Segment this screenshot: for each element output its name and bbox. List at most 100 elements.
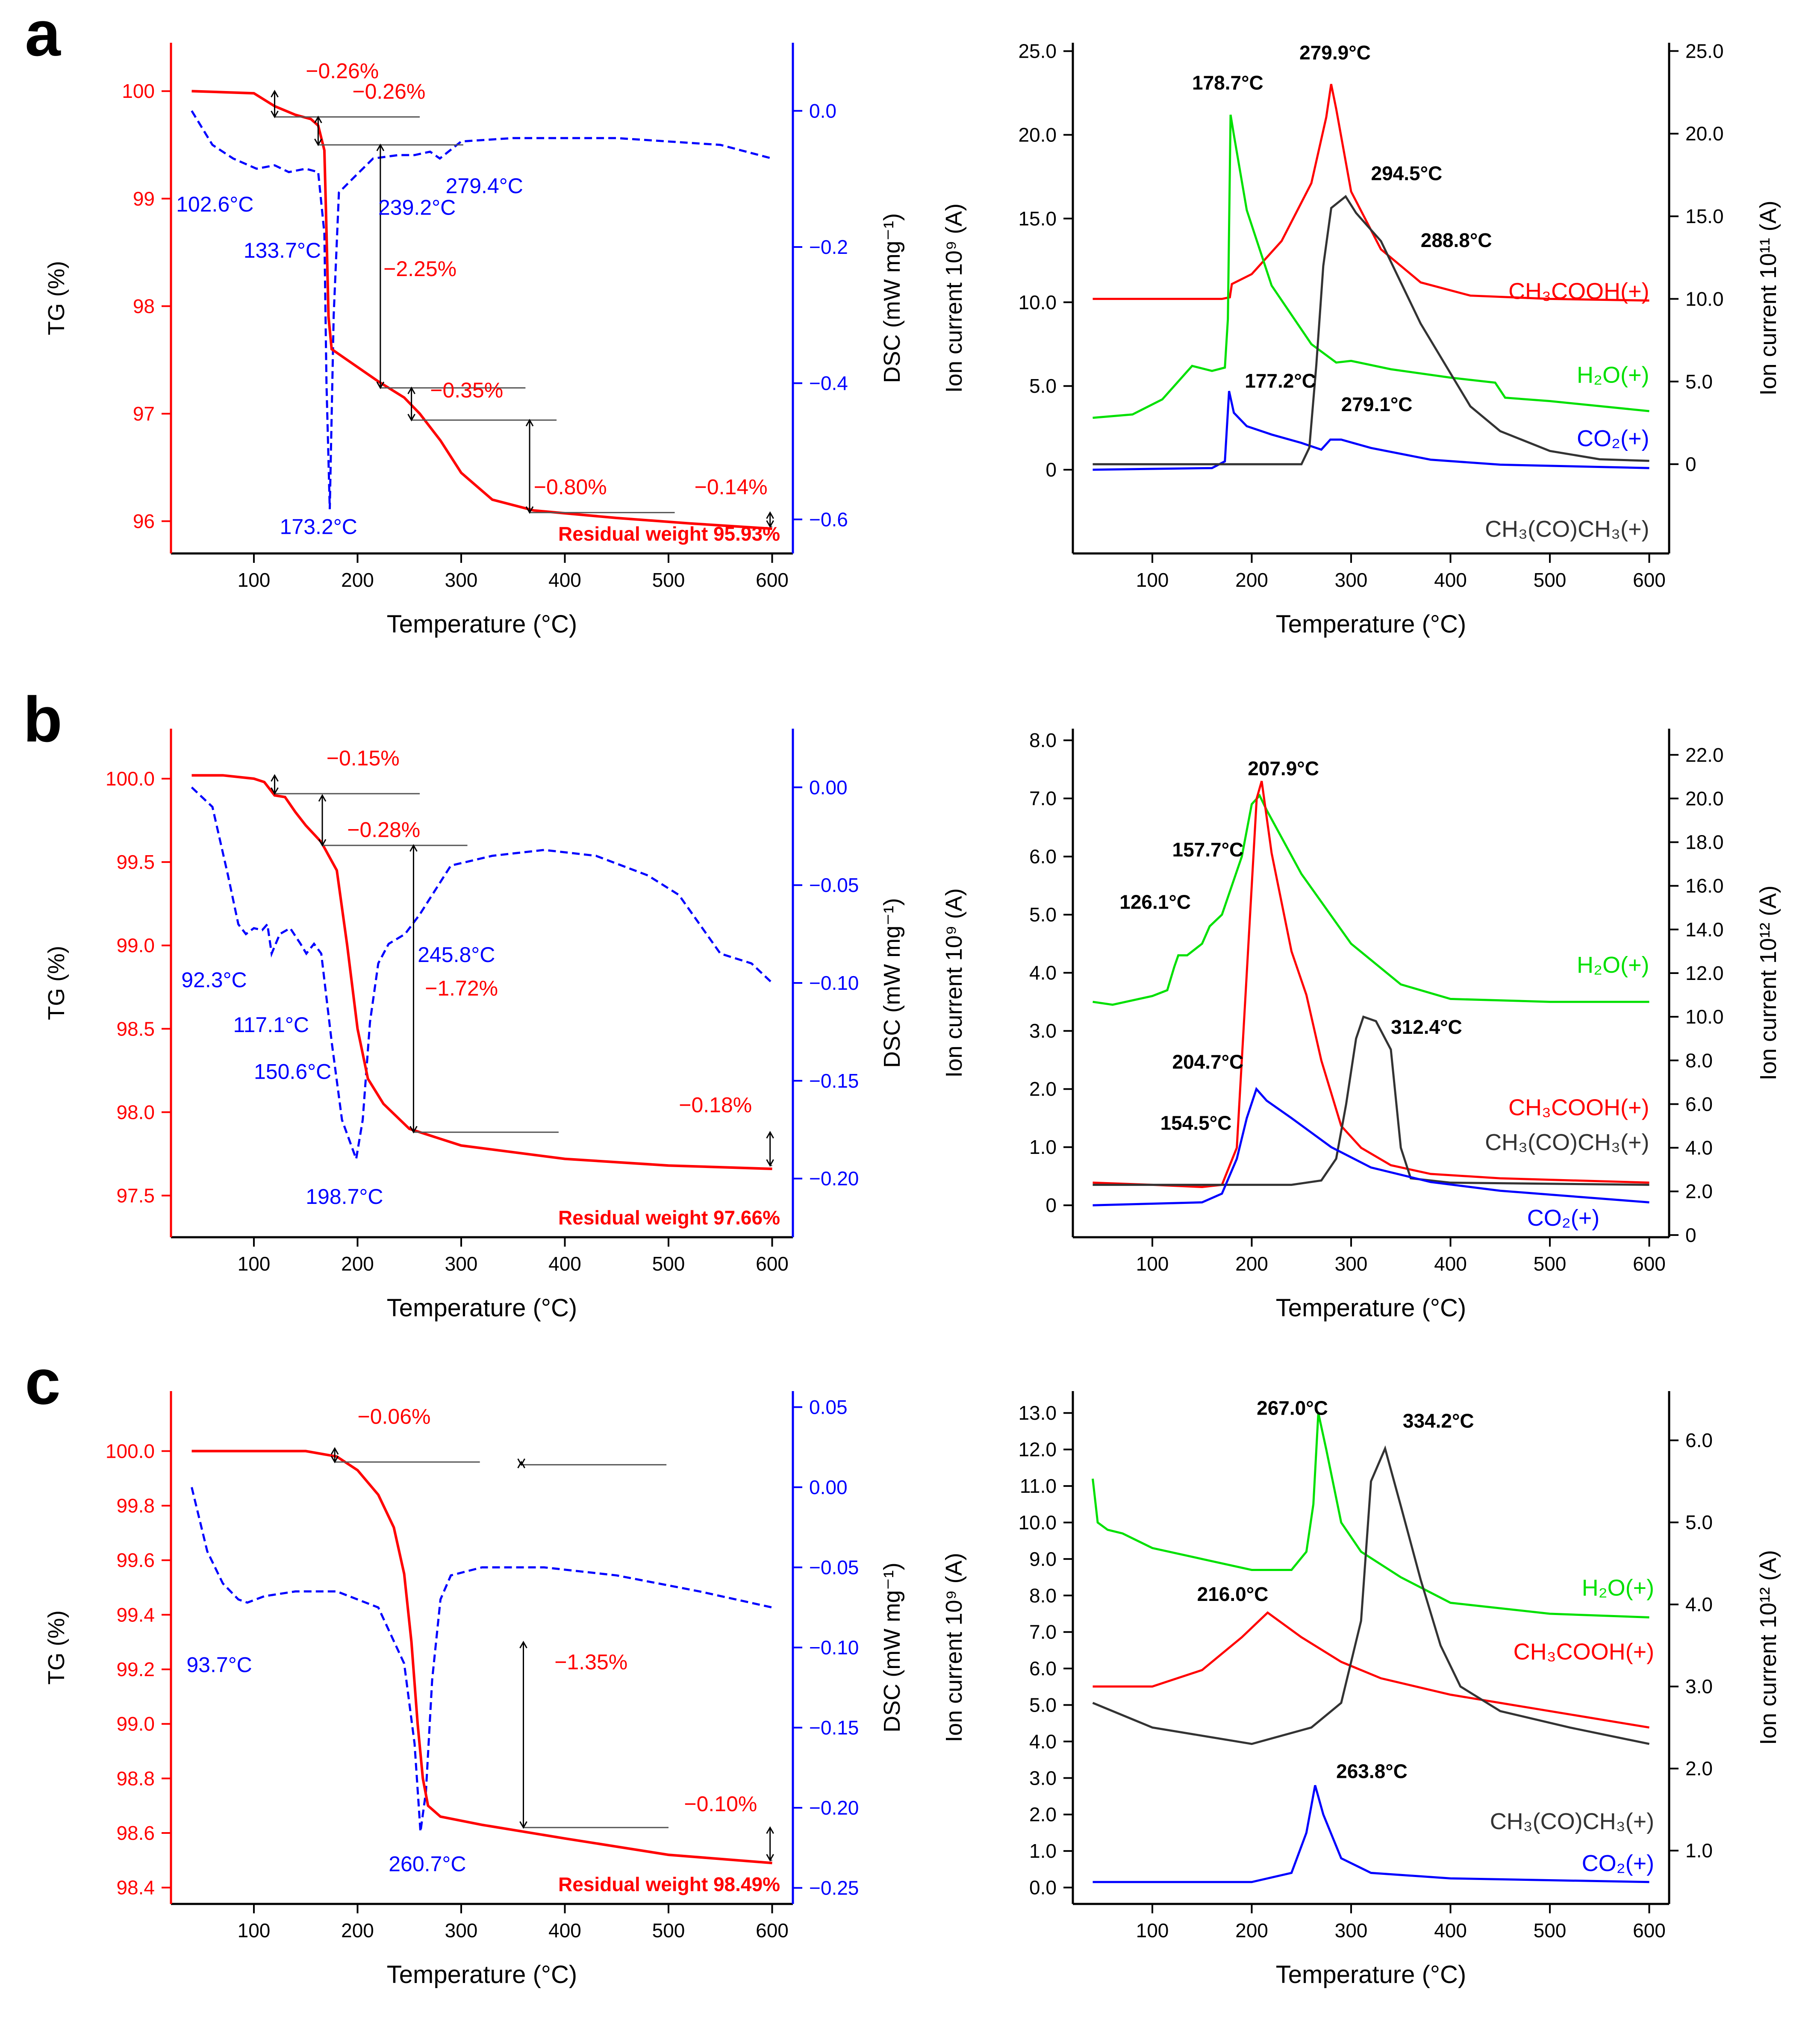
ms-peak-label: 177.2°C — [1245, 370, 1316, 392]
y-right-axis-label: DSC (mW mg⁻¹) — [879, 898, 905, 1068]
y-left-tick-label: 100.0 — [106, 768, 155, 790]
y-left-tick-label: 6.0 — [1029, 845, 1057, 868]
tg-annotation: −2.25% — [383, 257, 456, 281]
ms-series-label: CH₃(CO)CH₃(+) — [1490, 1809, 1654, 1834]
y-left-tick-label: 0.0 — [1029, 1877, 1057, 1899]
x-axis-label: Temperature (°C) — [1276, 1294, 1466, 1322]
ms-series-h2o — [1093, 793, 1649, 1006]
y-right-tick-label: −0.05 — [809, 874, 859, 896]
y-right-tick-label: 0.05 — [809, 1396, 848, 1418]
y-right-tick-label: 16.0 — [1685, 875, 1724, 897]
x-tick-label: 400 — [1434, 1919, 1467, 1942]
y-left-tick-label: 1.0 — [1029, 1136, 1057, 1158]
y-right-tick-label: −0.05 — [809, 1556, 859, 1579]
y-left-tick-label: 99.8 — [116, 1495, 155, 1517]
y-left-axis-label: Ion current 10⁹ (A) — [941, 888, 967, 1077]
bracket-arrowheads — [330, 1447, 339, 1463]
tg-annotation: −0.26% — [352, 79, 425, 103]
tg-annotation: −0.26% — [306, 59, 379, 83]
y-right-tick-label: −0.4 — [809, 372, 848, 394]
dsc-curve — [191, 786, 773, 1163]
y-right-tick-label: 0 — [1685, 453, 1696, 475]
ms-series-label: CO₂(+) — [1527, 1205, 1599, 1231]
x-tick-label: 400 — [548, 569, 581, 591]
y-right-tick-label: −0.20 — [809, 1168, 859, 1190]
ms-series-label: H₂O(+) — [1582, 1575, 1654, 1600]
y-left-tick-label: 99 — [133, 188, 155, 210]
x-tick-label: 200 — [341, 1253, 374, 1275]
y-right-tick-label: 20.0 — [1685, 123, 1724, 145]
bracket-arrowheads — [519, 1641, 527, 1829]
x-tick-label: 400 — [1434, 569, 1467, 591]
y-right-tick-label: 25.0 — [1685, 40, 1724, 62]
x-tick-label: 300 — [1335, 1919, 1368, 1942]
panel-b: b 100 200 300 400 500 600 Temperature (°C) 97.5 9… — [23, 683, 1781, 1322]
y-left-tick-label: 97 — [133, 403, 155, 425]
y-right-tick-label: 0.0 — [809, 100, 836, 122]
ms-peak-label: 263.8°C — [1336, 1760, 1408, 1782]
y-right-tick-label: −0.15 — [809, 1717, 859, 1739]
x-tick-label: 400 — [548, 1253, 581, 1275]
panel-letter: b — [23, 683, 62, 755]
y-right-tick-label: −0.15 — [809, 1070, 859, 1092]
y-left-tick-label: 20.0 — [1018, 124, 1057, 146]
tg-annotation: 150.6°C — [254, 1059, 331, 1083]
ms-peak-label: 126.1°C — [1119, 891, 1191, 913]
ms-chart: 100 200 300 400 500 600 Temperature (°C) 0 1.0 2.… — [941, 729, 1781, 1322]
bracket-arrowheads — [271, 774, 279, 795]
ms-series-label: CH₃COOH(+) — [1514, 1639, 1654, 1665]
panel-letter: c — [25, 1346, 60, 1418]
y-left-tick-label: 2.0 — [1029, 1078, 1057, 1100]
bracket-arrowheads — [766, 1131, 774, 1167]
y-left-tick-label: 7.0 — [1029, 787, 1057, 809]
x-axis-label: Temperature (°C) — [1276, 610, 1466, 638]
y-right-axis-label: Ion current 10¹² (A) — [1755, 1550, 1781, 1745]
y-left-tick-label: 6.0 — [1029, 1657, 1057, 1680]
x-axis-label: Temperature (°C) — [387, 610, 577, 638]
tg-annotation: −1.72% — [425, 976, 498, 1000]
tg-dsc-chart: 100 200 300 400 500 600 Temperature (°C) 98.4 98… — [44, 1391, 905, 1989]
tg-annotation: −0.10% — [684, 1792, 757, 1816]
tg-annotation: 92.3°C — [181, 968, 247, 992]
ms-peak-label: 279.1°C — [1341, 393, 1413, 415]
y-right-tick-label: 15.0 — [1685, 205, 1724, 227]
tg-annotation: 133.7°C — [244, 238, 321, 262]
ms-peak-label: 267.0°C — [1257, 1397, 1328, 1419]
bracket-arrowheads — [409, 844, 418, 1134]
y-left-tick-label: 8.0 — [1029, 1584, 1057, 1606]
x-tick-label: 200 — [341, 1919, 374, 1942]
y-right-tick-label: 5.0 — [1685, 371, 1713, 393]
ms-series-co2 — [1093, 1785, 1649, 1883]
tg-annotation: 260.7°C — [389, 1852, 466, 1876]
y-left-tick-label: 99.5 — [116, 851, 155, 873]
x-axis-label: Temperature (°C) — [1276, 1961, 1466, 1989]
ms-series-ch3cooh — [1093, 84, 1649, 302]
x-tick-label: 500 — [1534, 1253, 1567, 1275]
y-left-tick-label: 99.4 — [116, 1603, 155, 1626]
ms-peak-label: 207.9°C — [1248, 757, 1319, 780]
y-left-tick-label: 12.0 — [1018, 1439, 1057, 1461]
ms-peak-label: 154.5°C — [1160, 1112, 1232, 1134]
y-right-tick-label: 4.0 — [1685, 1137, 1713, 1159]
bracket-arrowheads — [376, 143, 385, 389]
tg-annotation: −0.15% — [327, 746, 400, 770]
x-tick-label: 100 — [238, 569, 271, 591]
y-right-tick-label: −0.6 — [809, 508, 848, 530]
ms-series-h2o — [1093, 115, 1649, 419]
x-tick-label: 500 — [652, 569, 685, 591]
y-left-tick-label: 100 — [122, 80, 155, 102]
x-tick-label: 600 — [1633, 1253, 1666, 1275]
y-right-axis-label: Ion current 10¹² (A) — [1755, 886, 1781, 1080]
ms-chart: 100 200 300 400 500 600 Temperature (°C) 0.0 1.0… — [941, 1391, 1781, 1989]
y-right-tick-label: 22.0 — [1685, 744, 1724, 766]
y-right-axis-label: Ion current 10¹¹ (A) — [1755, 200, 1781, 395]
ms-peak-label: 312.4°C — [1391, 1016, 1462, 1038]
y-left-tick-label: 98 — [133, 295, 155, 317]
x-tick-label: 200 — [1235, 1253, 1268, 1275]
x-axis-label: Temperature (°C) — [387, 1294, 577, 1322]
x-tick-label: 400 — [548, 1919, 581, 1942]
x-tick-label: 600 — [756, 1253, 789, 1275]
y-right-tick-label: 2.0 — [1685, 1180, 1713, 1203]
ms-series-label: CH₃COOH(+) — [1508, 278, 1649, 304]
